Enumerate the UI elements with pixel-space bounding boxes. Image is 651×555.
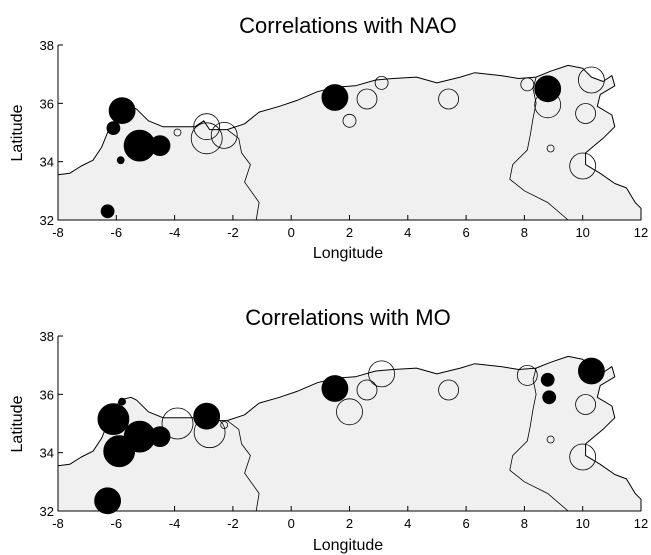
mo-x-tick-label: 6 xyxy=(462,516,469,531)
mo-station-marker-4 xyxy=(149,426,171,448)
nao-y-tick-label: 38 xyxy=(40,38,54,53)
nao-x-tick-label: 0 xyxy=(288,225,295,240)
nao-x-tick-label: -6 xyxy=(111,225,123,240)
nao-ylabel: Latitude xyxy=(9,104,26,161)
nao-x-tick-label: 8 xyxy=(521,225,528,240)
mo-station-marker-17 xyxy=(542,390,557,405)
mo-station-marker-6 xyxy=(161,407,194,440)
mo-station-marker-12 xyxy=(336,398,363,426)
mo-station-marker-9 xyxy=(220,421,229,429)
mo-y-tick-label: 34 xyxy=(40,446,54,461)
nao-x-tick-label: -4 xyxy=(169,225,181,240)
nao-station-marker-0 xyxy=(108,97,136,124)
nao-station-marker-9 xyxy=(210,121,238,149)
nao-x-tick-label: -2 xyxy=(227,225,239,240)
nao-station-marker-5 xyxy=(100,204,115,219)
mo-station-marker-0 xyxy=(118,397,126,406)
mo-xlabel: Longitude xyxy=(313,537,383,554)
nao-station-marker-4 xyxy=(116,156,125,165)
nao-y-tick-label: 32 xyxy=(40,213,54,228)
mo-x-tick-label: -2 xyxy=(227,516,239,531)
nao-station-marker-11 xyxy=(356,88,378,110)
mo-y-tick-label: 38 xyxy=(40,329,54,344)
nao-station-marker-17 xyxy=(534,91,562,119)
nao-station-marker-20 xyxy=(546,144,555,153)
mo-title: Correlations with MO xyxy=(245,305,450,330)
mo-station-marker-8 xyxy=(193,416,226,449)
nao-station-marker-16 xyxy=(534,75,562,103)
nao-station-marker-10 xyxy=(321,84,349,111)
nao-station-marker-3 xyxy=(149,135,171,157)
nao-panel: Correlations with NAO Longitude Latitude… xyxy=(9,13,648,262)
nao-station-marker-14 xyxy=(438,88,460,110)
mo-station-marker-15 xyxy=(516,364,538,386)
nao-title: Correlations with NAO xyxy=(239,13,457,38)
mo-station-marker-10 xyxy=(321,375,349,402)
mo-x-tick-label: 0 xyxy=(288,516,295,531)
mo-station-marker-11 xyxy=(356,379,378,401)
mo-station-marker-5 xyxy=(94,487,121,515)
nao-station-marker-13 xyxy=(374,76,389,90)
nao-x-tick-label: 2 xyxy=(346,225,353,240)
nao-station-marker-7 xyxy=(193,113,221,141)
mo-station-marker-19 xyxy=(575,394,596,415)
nao-station-marker-8 xyxy=(190,122,223,155)
mo-y-tick-label: 32 xyxy=(40,504,54,519)
mo-station-marker-16 xyxy=(540,372,555,387)
nao-station-marker-12 xyxy=(342,113,357,128)
nao-country-border-0 xyxy=(226,129,260,221)
nao-station-marker-6 xyxy=(173,128,182,137)
mo-station-marker-3 xyxy=(103,435,136,468)
mo-panel: Correlations with MO Longitude Latitude … xyxy=(9,305,648,554)
mo-station-marker-7 xyxy=(193,402,221,430)
nao-country-border-1 xyxy=(509,77,569,221)
mo-y-tick-label: 36 xyxy=(40,387,54,402)
mo-land-map xyxy=(57,355,642,512)
nao-xlabel: Longitude xyxy=(313,245,383,262)
mo-x-tick-label: 12 xyxy=(634,516,648,531)
mo-x-tick-label: 4 xyxy=(404,516,411,531)
nao-station-marker-1 xyxy=(106,121,121,136)
nao-x-tick-label: 4 xyxy=(404,225,411,240)
mo-x-tick-label: 8 xyxy=(521,516,528,531)
mo-station-marker-14 xyxy=(438,379,460,401)
mo-station-marker-1 xyxy=(97,403,130,436)
mo-x-tick-label: -6 xyxy=(111,516,123,531)
mo-x-tick-label: -4 xyxy=(169,516,181,531)
nao-station-marker-21 xyxy=(569,152,597,180)
mo-station-marker-18 xyxy=(578,357,605,385)
nao-land-map xyxy=(57,64,642,221)
nao-station-marker-19 xyxy=(575,103,596,124)
mo-station-marker-20 xyxy=(546,435,555,444)
nao-station-marker-15 xyxy=(520,77,535,92)
nao-x-tick-label: -8 xyxy=(52,225,64,240)
mo-country-border-1 xyxy=(509,368,569,512)
nao-x-tick-label: 6 xyxy=(462,225,469,240)
nao-y-tick-label: 36 xyxy=(40,96,54,111)
mo-x-tick-label: -8 xyxy=(52,516,64,531)
nao-x-tick-label: 10 xyxy=(575,225,589,240)
nao-station-marker-18 xyxy=(578,66,605,94)
mo-ylabel: Latitude xyxy=(9,395,26,452)
mo-station-marker-13 xyxy=(368,360,396,388)
mo-x-tick-label: 10 xyxy=(575,516,589,531)
mo-country-border-0 xyxy=(226,420,260,512)
mo-station-marker-21 xyxy=(569,443,597,471)
nao-y-tick-label: 34 xyxy=(40,155,54,170)
nao-x-tick-label: 12 xyxy=(634,225,648,240)
mo-x-tick-label: 2 xyxy=(346,516,353,531)
